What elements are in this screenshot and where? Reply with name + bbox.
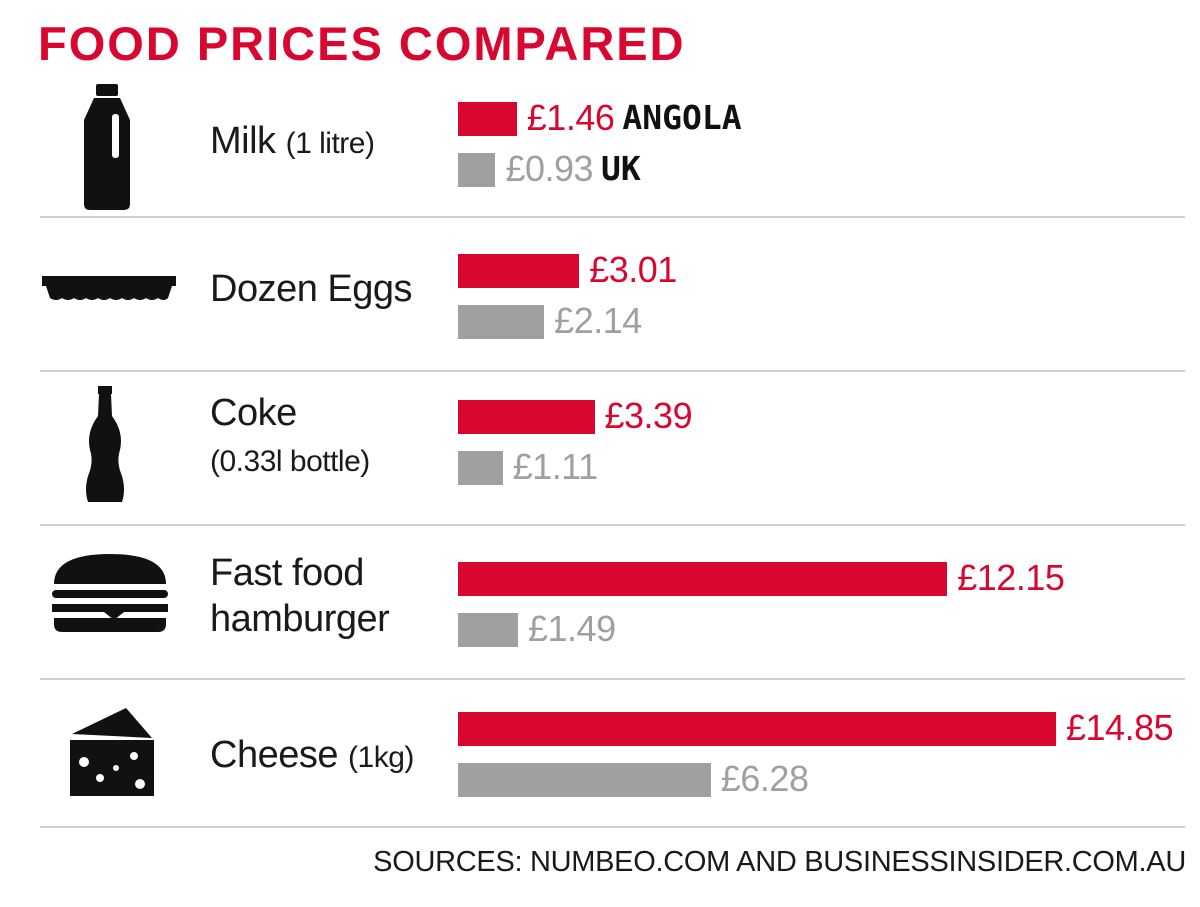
legend-angola: ANGOLA [622, 98, 742, 137]
value-label-uk-4: £6.28 [720, 758, 809, 799]
bar-angola-4 [458, 712, 1056, 746]
bar-angola-3 [458, 562, 948, 596]
legend-uk: UK [601, 149, 641, 188]
bar-uk-3 [458, 613, 518, 647]
value-label-uk-1: £2.14 [554, 300, 642, 341]
value-label-uk-3: £1.49 [528, 608, 616, 649]
divider [40, 524, 1185, 526]
item-label-hamburger: Fast food hamburger [210, 552, 390, 640]
bar-uk-0 [458, 153, 496, 187]
divider [40, 826, 1185, 828]
row-hamburger: Fast food hamburger [40, 526, 1185, 678]
value-label-uk-2: £1.11 [512, 446, 598, 487]
divider [40, 370, 1185, 372]
divider [40, 216, 1185, 218]
bar-uk-2 [458, 451, 503, 485]
hamburger-icon [52, 554, 168, 632]
value-label-angola-3: £12.15 [957, 557, 1065, 598]
coke-bottle-icon [86, 386, 124, 502]
item-label-cheese: Cheese (1kg) [210, 734, 414, 776]
row-eggs: Dozen Eggs [40, 218, 1185, 370]
bar-angola-0 [458, 102, 517, 136]
row-cheese: Cheese (1kg) [40, 680, 1185, 826]
milk-bottle-icon [84, 84, 130, 210]
value-label-uk-0: £0.93 [505, 148, 594, 189]
value-label-angola-0: £1.46 [526, 97, 615, 138]
item-label-milk: Milk (1 litre) [210, 120, 375, 162]
item-label-coke: Coke (0.33l bottle) [210, 392, 370, 478]
cheese-icon [70, 708, 154, 796]
item-label-eggs: Dozen Eggs [210, 268, 413, 310]
value-label-angola-2: £3.39 [604, 395, 693, 436]
source-note: SOURCES: NUMBEO.COM AND BUSINESSINSIDER.… [373, 846, 1186, 878]
chart-title: FOOD PRICES COMPARED [38, 17, 686, 70]
bar-uk-1 [458, 305, 545, 339]
row-coke: Coke (0.33l bottle) [40, 372, 1185, 524]
row-milk: Milk (1 litre) [40, 80, 1185, 216]
divider [40, 678, 1185, 680]
value-label-angola-1: £3.01 [589, 249, 677, 290]
bar-angola-1 [458, 254, 580, 288]
value-label-angola-4: £14.85 [1066, 707, 1174, 748]
bar-uk-4 [458, 763, 711, 797]
bar-angola-2 [458, 400, 595, 434]
egg-carton-icon [42, 276, 176, 300]
